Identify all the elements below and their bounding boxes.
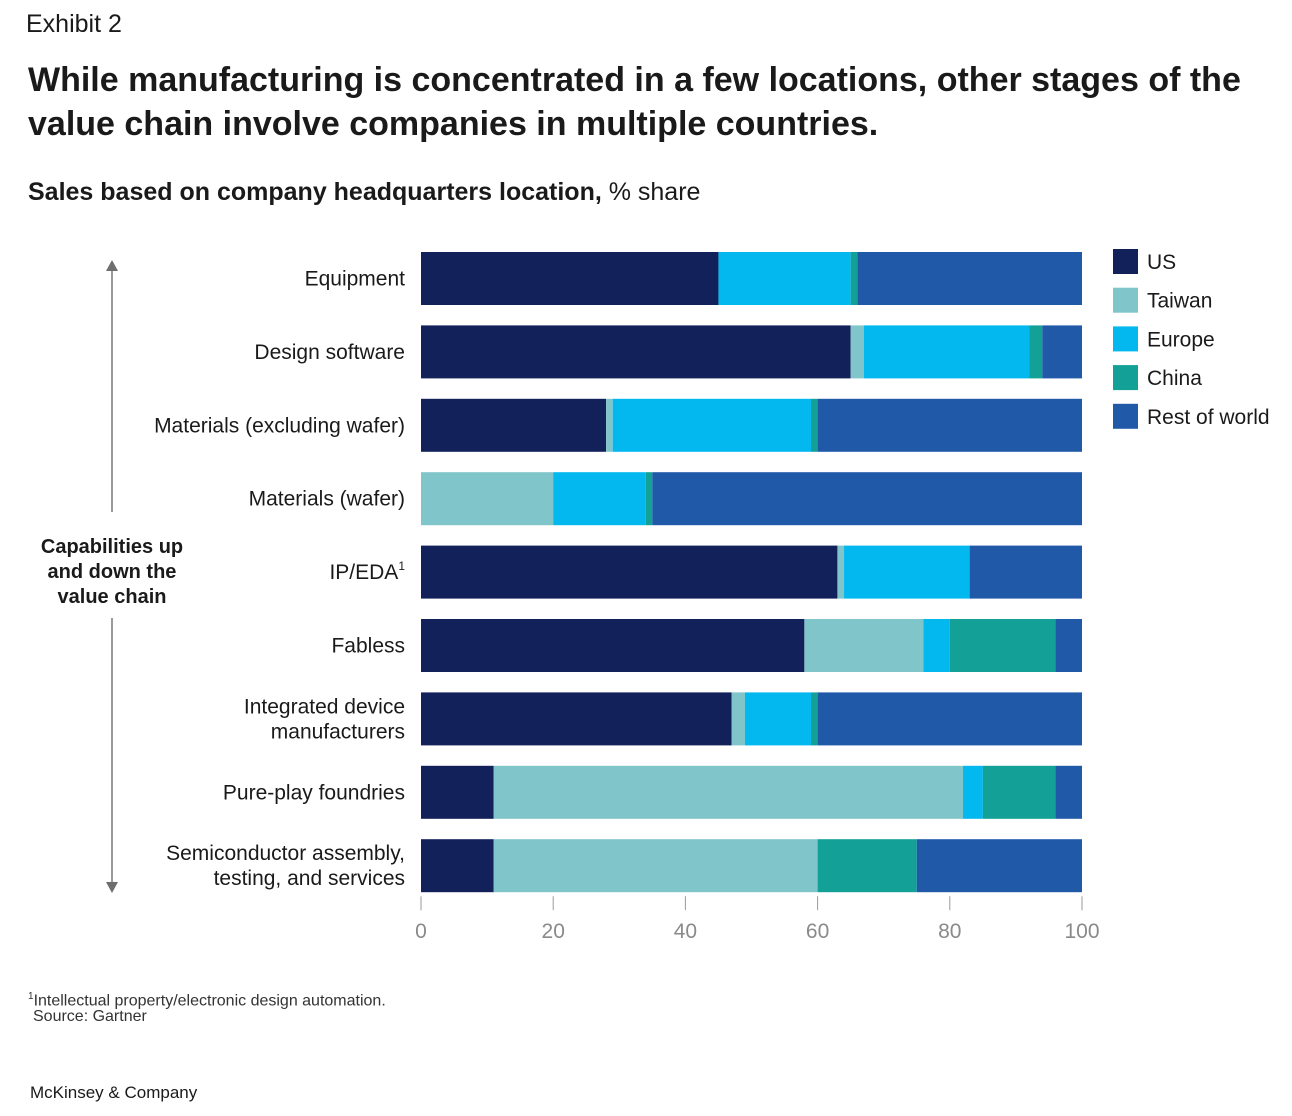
category-label: testing, and services: [214, 867, 405, 890]
bar-segment-us: [421, 619, 805, 672]
category-label: Pure-play foundries: [223, 781, 405, 804]
bar-segment-europe: [612, 398, 811, 452]
exhibit-label: Exhibit 2: [26, 10, 122, 38]
legend-swatch: [1113, 365, 1138, 391]
legend-swatch: [1113, 249, 1138, 274]
category-label: manufacturers: [271, 720, 405, 743]
category-label: Fabless: [331, 635, 405, 658]
bar-segment-rest-of-world: [652, 472, 1082, 526]
bar-segment-china: [850, 252, 858, 305]
bar-segment-us: [421, 325, 851, 379]
legend-label: Taiwan: [1147, 290, 1212, 313]
x-tick-label: 0: [415, 920, 427, 943]
category-label: Design software: [254, 341, 405, 364]
bar-segment-europe: [844, 545, 970, 599]
down-arrow-icon: [106, 882, 118, 893]
x-tick-label: 80: [938, 920, 961, 943]
bar-segment-us: [421, 839, 494, 893]
bar-segment-china: [982, 765, 1056, 819]
bar-segment-taiwan: [850, 325, 864, 379]
bar-segment-europe: [718, 252, 851, 305]
x-tick-label: 20: [542, 920, 565, 943]
subtitle-bold: Sales based on company headquarters loca…: [28, 178, 602, 206]
bar-segment-rest-of-world: [817, 398, 1082, 452]
subtitle-units: % share: [601, 178, 701, 206]
bar-segment-taiwan: [804, 619, 924, 672]
category-label: Materials (wafer): [249, 488, 405, 511]
legend-swatch: [1113, 403, 1138, 429]
bar-segment-china: [949, 619, 1056, 672]
footnote: 1Intellectual property/electronic design…: [28, 986, 386, 1012]
bar-segment-us: [421, 252, 719, 305]
category-label: IP/EDA1: [329, 559, 405, 584]
bar-segment-china: [1029, 325, 1043, 379]
legend-label: China: [1147, 367, 1202, 390]
bar-segment-china: [810, 692, 818, 746]
bar-segment-china: [645, 472, 653, 526]
legend-label: Europe: [1147, 328, 1215, 351]
bar-segment-rest-of-world: [817, 692, 1082, 746]
bar-segment-europe: [553, 472, 646, 526]
side-label-line: value chain: [58, 586, 167, 608]
bar-segment-taiwan: [606, 398, 613, 452]
brand-logo-text: McKinsey & Company: [30, 1083, 198, 1102]
category-label: Equipment: [305, 268, 406, 291]
bar-segment-rest-of-world: [1055, 619, 1082, 672]
source-note: Source: Gartner: [33, 1008, 147, 1025]
bar-segment-europe: [923, 619, 950, 672]
bar-segment-rest-of-world: [1042, 325, 1082, 379]
bar-segment-taiwan: [493, 839, 818, 893]
bar-segment-china: [810, 398, 818, 452]
bar-segment-taiwan: [493, 765, 964, 819]
bar-segment-us: [421, 692, 732, 746]
bar-segment-rest-of-world: [1055, 765, 1082, 819]
bar-segment-taiwan: [837, 545, 845, 599]
bar-segment-taiwan: [731, 692, 745, 746]
bar-segment-us: [421, 545, 838, 599]
category-label: Materials (excluding wafer): [154, 414, 405, 437]
bar-segment-europe: [963, 765, 983, 819]
bar-segment-us: [421, 398, 607, 452]
side-label-line: and down the: [48, 561, 177, 583]
legend-label: US: [1147, 251, 1176, 274]
bar-segment-taiwan: [421, 472, 554, 526]
footnote-text: Intellectual property/electronic design …: [33, 992, 386, 1010]
legend-swatch: [1113, 287, 1138, 313]
chart-subtitle: Sales based on company headquarters loca…: [28, 178, 700, 207]
category-label: Semiconductor assembly,: [166, 842, 405, 865]
bar-segment-us: [421, 765, 494, 819]
category-label: Integrated device: [244, 695, 405, 718]
headline: While manufacturing is concentrated in a…: [28, 61, 1241, 143]
bar-segment-china: [817, 839, 917, 893]
up-arrow-icon: [106, 260, 118, 271]
bar-segment-rest-of-world: [857, 252, 1082, 305]
bar-segment-europe: [863, 325, 1030, 379]
x-tick-label: 100: [1064, 920, 1099, 943]
legend-label: Rest of world: [1147, 406, 1270, 429]
legend-swatch: [1113, 326, 1138, 352]
side-label-line: Capabilities up: [41, 536, 183, 558]
bar-segment-europe: [744, 692, 811, 746]
footnote-marker: 1: [28, 991, 34, 1002]
bar-segment-rest-of-world: [969, 545, 1082, 599]
x-tick-label: 60: [806, 920, 829, 943]
bar-segment-rest-of-world: [916, 839, 1082, 893]
x-tick-label: 40: [674, 920, 697, 943]
